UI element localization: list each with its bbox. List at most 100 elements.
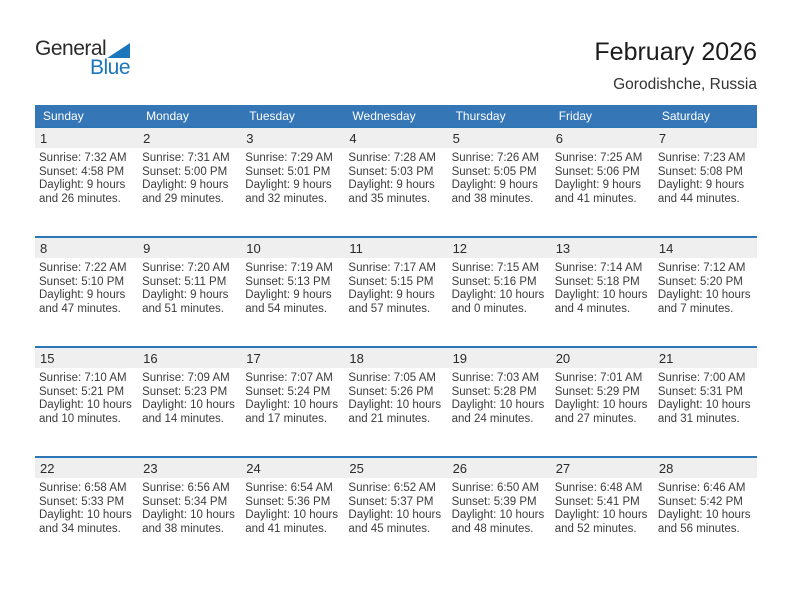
day-number: 9 <box>143 240 151 256</box>
day-cell: 11 Sunrise: 7:17 AM Sunset: 5:15 PM Dayl… <box>344 238 448 346</box>
daylight-text-line1: Daylight: 9 hours <box>245 179 332 192</box>
day-info: Sunrise: 6:56 AM Sunset: 5:34 PM Dayligh… <box>138 478 241 536</box>
sunset-text: Sunset: 5:29 PM <box>554 385 640 398</box>
sunset-text: Sunset: 5:20 PM <box>657 275 743 288</box>
day-number-band: 8 <box>35 238 139 258</box>
day-info: Sunrise: 6:58 AM Sunset: 5:33 PM Dayligh… <box>35 478 138 536</box>
day-number: 15 <box>40 350 55 366</box>
day-number: 5 <box>452 130 460 146</box>
day-cell: 22 Sunrise: 6:58 AM Sunset: 5:33 PM Dayl… <box>35 458 139 566</box>
sunset-text: Sunset: 5:00 PM <box>142 165 228 178</box>
day-number-band: 3 <box>241 128 345 148</box>
day-number-band: 15 <box>35 348 139 368</box>
day-number-band: 18 <box>344 348 448 368</box>
day-info: Sunrise: 7:03 AM Sunset: 5:28 PM Dayligh… <box>448 368 551 426</box>
daylight-text-line1: Daylight: 10 hours <box>554 509 648 522</box>
day-number-band: 26 <box>447 458 551 478</box>
daylight-text-line2: and 54 minutes. <box>245 302 328 315</box>
day-number-band: 19 <box>447 348 551 368</box>
day-info: Sunrise: 6:54 AM Sunset: 5:36 PM Dayligh… <box>241 478 344 536</box>
sunset-text: Sunset: 5:21 PM <box>39 385 125 398</box>
day-number: 11 <box>349 240 363 256</box>
daylight-text-line2: and 41 minutes. <box>554 192 637 205</box>
sunrise-text: Sunrise: 7:17 AM <box>348 262 436 274</box>
sunset-text: Sunset: 5:41 PM <box>554 495 640 508</box>
daylight-text-line2: and 41 minutes. <box>245 522 328 535</box>
daylight-text-line1: Daylight: 9 hours <box>657 179 745 192</box>
weekday-label-friday: Friday <box>558 108 593 123</box>
daylight-text-line2: and 48 minutes. <box>451 522 534 535</box>
sunrise-text: Sunrise: 7:09 AM <box>142 372 230 384</box>
day-number: 21 <box>658 350 674 366</box>
day-cell: 2 Sunrise: 7:31 AM Sunset: 5:00 PM Dayli… <box>138 128 242 236</box>
day-cell: 7 Sunrise: 7:23 AM Sunset: 5:08 PM Dayli… <box>653 128 757 236</box>
sunrise-text: Sunrise: 7:05 AM <box>348 372 436 384</box>
sunset-text: Sunset: 5:33 PM <box>39 495 125 508</box>
day-number: 14 <box>658 240 674 256</box>
day-cell: 14 Sunrise: 7:12 AM Sunset: 5:20 PM Dayl… <box>653 238 757 346</box>
week-row: 15 Sunrise: 7:10 AM Sunset: 5:21 PM Dayl… <box>35 346 757 456</box>
day-number-band: 22 <box>35 458 139 478</box>
day-cell: 20 Sunrise: 7:01 AM Sunset: 5:29 PM Dayl… <box>550 348 654 456</box>
week-row: 22 Sunrise: 6:58 AM Sunset: 5:33 PM Dayl… <box>35 456 757 566</box>
weekday-label-tuesday: Tuesday <box>249 108 295 123</box>
day-number: 12 <box>452 240 468 256</box>
day-cell: 1 Sunrise: 7:32 AM Sunset: 4:58 PM Dayli… <box>35 128 139 236</box>
sunset-text: Sunset: 5:18 PM <box>554 275 640 288</box>
day-number-band: 1 <box>35 128 139 148</box>
sunrise-text: Sunrise: 7:29 AM <box>245 152 333 164</box>
day-number-band: 5 <box>447 128 551 148</box>
day-cell: 6 Sunrise: 7:25 AM Sunset: 5:06 PM Dayli… <box>550 128 654 236</box>
sunset-text: Sunset: 5:06 PM <box>554 165 640 178</box>
day-number-band: 4 <box>344 128 448 148</box>
day-cell: 27 Sunrise: 6:48 AM Sunset: 5:41 PM Dayl… <box>550 458 654 566</box>
day-cell: 26 Sunrise: 6:50 AM Sunset: 5:39 PM Dayl… <box>447 458 551 566</box>
sunrise-text: Sunrise: 7:19 AM <box>245 262 333 274</box>
sunset-text: Sunset: 5:42 PM <box>657 495 743 508</box>
daylight-text-line1: Daylight: 10 hours <box>142 509 235 522</box>
week-row: 1 Sunrise: 7:32 AM Sunset: 4:58 PM Dayli… <box>35 126 757 236</box>
day-number: 8 <box>40 240 48 256</box>
sunset-text: Sunset: 5:10 PM <box>39 275 125 288</box>
week-row: 8 Sunrise: 7:22 AM Sunset: 5:10 PM Dayli… <box>35 236 757 346</box>
daylight-text-line1: Daylight: 10 hours <box>451 289 545 302</box>
day-info: Sunrise: 7:32 AM Sunset: 4:58 PM Dayligh… <box>35 148 138 206</box>
day-number: 2 <box>143 130 151 146</box>
daylight-text-line1: Daylight: 10 hours <box>657 509 751 522</box>
logo-text-general: General <box>35 37 107 60</box>
day-info: Sunrise: 7:19 AM Sunset: 5:13 PM Dayligh… <box>241 258 344 316</box>
day-number-band: 6 <box>550 128 654 148</box>
general-blue-logo: General Blue <box>35 38 131 78</box>
day-info: Sunrise: 7:12 AM Sunset: 5:20 PM Dayligh… <box>654 258 757 316</box>
sunrise-text: Sunrise: 7:14 AM <box>554 262 643 274</box>
day-cell: 19 Sunrise: 7:03 AM Sunset: 5:28 PM Dayl… <box>447 348 551 456</box>
logo-triangle-icon <box>107 43 130 58</box>
sunset-text: Sunset: 5:23 PM <box>142 385 228 398</box>
day-info: Sunrise: 7:23 AM Sunset: 5:08 PM Dayligh… <box>654 148 757 206</box>
weekday-label-thursday: Thursday <box>455 108 506 123</box>
day-number-band: 23 <box>138 458 242 478</box>
daylight-text-line2: and 4 minutes. <box>554 302 631 315</box>
daylight-text-line1: Daylight: 9 hours <box>39 179 126 192</box>
daylight-text-line1: Daylight: 9 hours <box>142 179 229 192</box>
sunrise-text: Sunrise: 7:10 AM <box>39 372 127 384</box>
daylight-text-line1: Daylight: 9 hours <box>348 179 435 192</box>
sunset-text: Sunset: 5:11 PM <box>142 275 227 288</box>
logo-top-line: General <box>35 38 130 59</box>
daylight-text-line1: Daylight: 9 hours <box>451 179 538 192</box>
day-cell: 15 Sunrise: 7:10 AM Sunset: 5:21 PM Dayl… <box>35 348 139 456</box>
day-number: 26 <box>452 460 468 476</box>
day-number: 3 <box>246 130 254 146</box>
daylight-text-line2: and 14 minutes. <box>142 412 224 425</box>
daylight-text-line2: and 32 minutes. <box>245 192 328 205</box>
sunrise-text: Sunrise: 7:28 AM <box>348 152 436 164</box>
page-title: February 2026 <box>594 38 757 66</box>
daylight-text-line1: Daylight: 10 hours <box>348 509 442 522</box>
daylight-text-line1: Daylight: 9 hours <box>245 289 332 302</box>
sunset-text: Sunset: 5:05 PM <box>451 165 537 178</box>
daylight-text-line2: and 10 minutes. <box>39 412 121 425</box>
daylight-text-line2: and 51 minutes. <box>142 302 224 315</box>
day-number: 24 <box>246 460 261 476</box>
sunrise-text: Sunrise: 7:31 AM <box>142 152 230 164</box>
day-info: Sunrise: 6:48 AM Sunset: 5:41 PM Dayligh… <box>551 478 654 536</box>
